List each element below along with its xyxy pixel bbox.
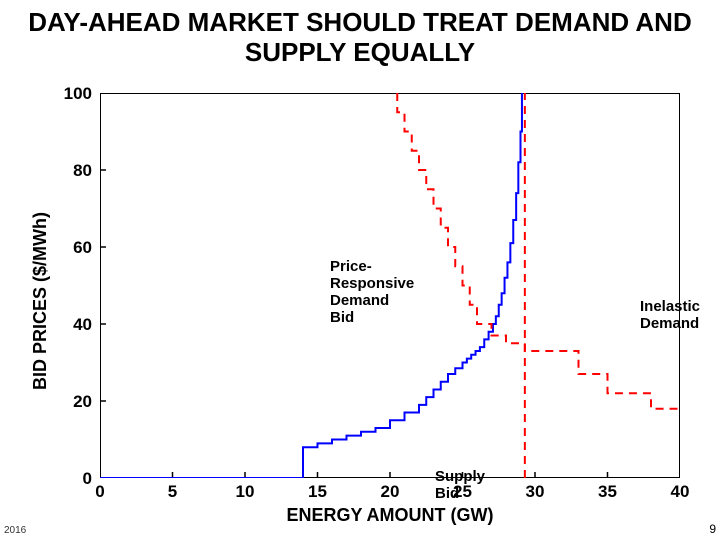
supply-curve bbox=[100, 93, 522, 478]
page-title: DAY-AHEAD MARKET SHOULD TREAT DEMAND AND… bbox=[0, 8, 720, 68]
annotation-inelastic-demand: InelasticDemand bbox=[640, 298, 700, 332]
xtick-label: 5 bbox=[158, 482, 188, 502]
ytick-label: 60 bbox=[52, 238, 92, 258]
y-axis-label: BID PRICES ($/MWh) bbox=[30, 212, 51, 390]
xtick-label: 15 bbox=[303, 482, 333, 502]
ytick-label: 100 bbox=[52, 84, 92, 104]
demand-curve bbox=[397, 93, 680, 409]
xtick-label: 10 bbox=[230, 482, 260, 502]
footer-year: 2016 bbox=[4, 525, 26, 536]
page-number: 9 bbox=[709, 522, 716, 536]
xtick-label: 20 bbox=[375, 482, 405, 502]
xtick-label: 25 bbox=[448, 482, 478, 502]
ytick-label: 20 bbox=[52, 392, 92, 412]
xtick-label: 30 bbox=[520, 482, 550, 502]
annotation-demand-bid: Price-ResponsiveDemandBid bbox=[330, 258, 414, 326]
xtick-label: 35 bbox=[593, 482, 623, 502]
x-axis-label: ENERGY AMOUNT (GW) bbox=[100, 505, 680, 526]
ytick-label: 40 bbox=[52, 315, 92, 335]
ytick-label: 80 bbox=[52, 161, 92, 181]
xtick-label: 40 bbox=[665, 482, 695, 502]
xtick-label: 0 bbox=[85, 482, 115, 502]
